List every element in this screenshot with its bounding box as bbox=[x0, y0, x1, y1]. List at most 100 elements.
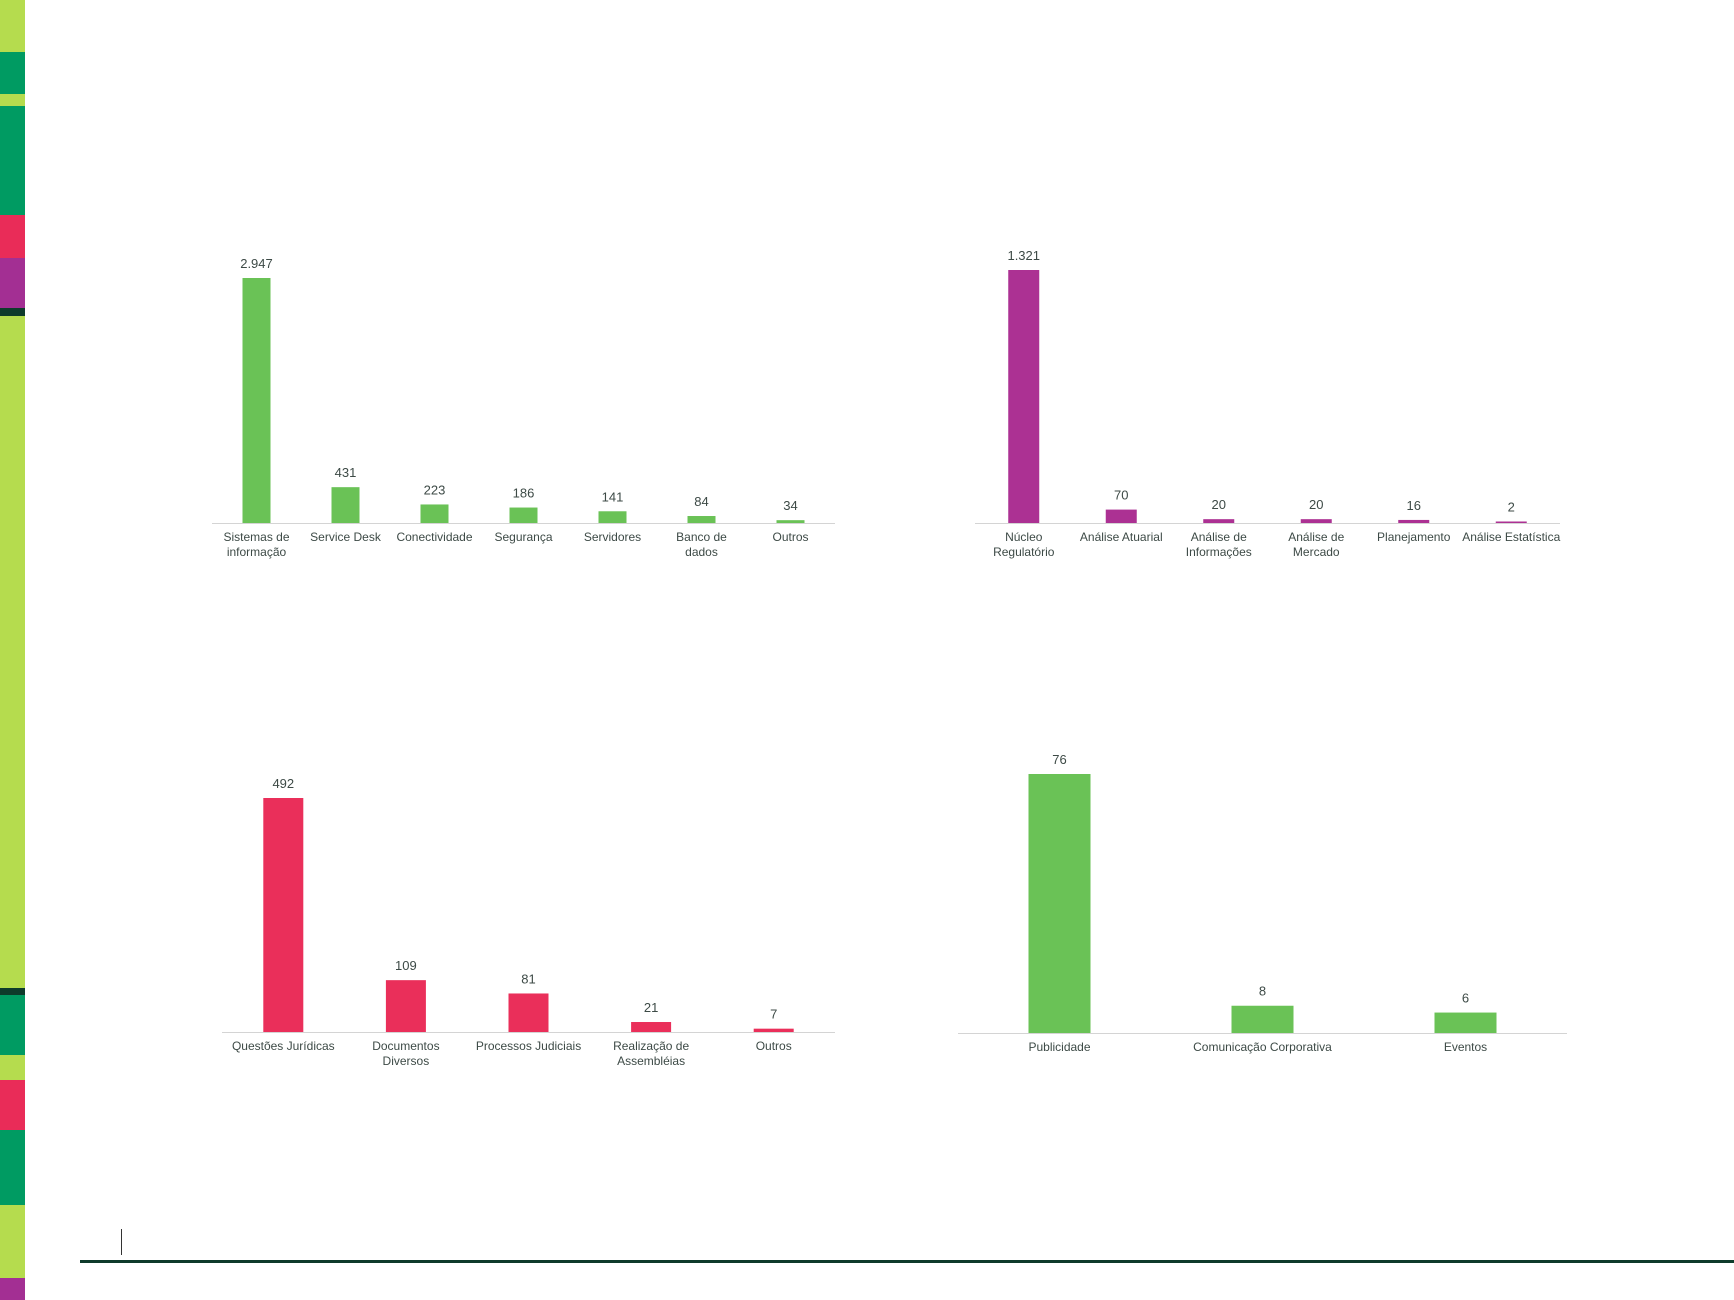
category-label-line: Segurança bbox=[494, 530, 552, 544]
data-label: 223 bbox=[424, 482, 446, 497]
data-label: 492 bbox=[272, 776, 294, 791]
data-label: 16 bbox=[1407, 498, 1421, 513]
sidebar-strip bbox=[0, 1130, 25, 1205]
data-label: 8 bbox=[1259, 984, 1266, 999]
bar bbox=[1495, 521, 1527, 523]
category-label-line: Análise Estatística bbox=[1462, 530, 1560, 544]
category-label-line: Questões Jurídicas bbox=[232, 1039, 335, 1053]
sidebar-strip bbox=[0, 995, 25, 1055]
data-label: 7 bbox=[770, 1007, 777, 1022]
category-label-line: Análise de bbox=[1191, 530, 1247, 544]
category-label: Análise Atuarial bbox=[1080, 530, 1163, 544]
category-label-line: Eventos bbox=[1444, 1040, 1487, 1054]
sidebar-strip bbox=[0, 1080, 25, 1130]
bar bbox=[1434, 1012, 1497, 1033]
chart-sistemas: 2.947 Sistemas de informação 431 Service Des… bbox=[212, 256, 835, 559]
sidebar-strip bbox=[0, 308, 25, 316]
data-label: 76 bbox=[1052, 752, 1066, 767]
data-label: 2.947 bbox=[240, 256, 273, 271]
category-label-line: Assembléias bbox=[617, 1054, 685, 1068]
category-label: Análise Estatística bbox=[1462, 530, 1560, 544]
sidebar-strip bbox=[0, 52, 25, 94]
category-label-line: Service Desk bbox=[310, 530, 382, 544]
category-label: Questões Jurídicas bbox=[232, 1039, 335, 1053]
bar bbox=[631, 1022, 672, 1032]
category-label-line: Servidores bbox=[584, 530, 641, 544]
bar bbox=[420, 504, 449, 523]
category-label: Publicidade bbox=[1028, 1040, 1090, 1054]
bar bbox=[1105, 509, 1137, 523]
category-label-line: dados bbox=[685, 545, 718, 559]
category-label-line: Conectividade bbox=[396, 530, 472, 544]
sidebar-strip bbox=[0, 316, 25, 988]
data-label: 186 bbox=[513, 486, 535, 501]
category-label: Comunicação Corporativa bbox=[1193, 1040, 1332, 1054]
category-label: Realização de Assembléias bbox=[613, 1039, 689, 1068]
category-label: Outros bbox=[756, 1039, 792, 1053]
category-label-line: Outros bbox=[756, 1039, 792, 1053]
data-label: 6 bbox=[1462, 991, 1469, 1006]
data-label: 109 bbox=[395, 958, 417, 973]
category-label: Planejamento bbox=[1377, 530, 1451, 544]
bar bbox=[1028, 774, 1091, 1033]
data-label: 81 bbox=[521, 971, 535, 986]
category-label-line: Mercado bbox=[1293, 545, 1340, 559]
bar bbox=[1203, 519, 1235, 523]
category-label-line: Processos Judiciais bbox=[476, 1039, 581, 1053]
category-label-line: Análise Atuarial bbox=[1080, 530, 1163, 544]
sidebar-strip bbox=[0, 1055, 25, 1080]
category-label-line: Planejamento bbox=[1377, 530, 1451, 544]
sidebar-strip bbox=[0, 106, 25, 215]
bar bbox=[385, 980, 426, 1032]
category-label-line: Núcleo bbox=[1005, 530, 1043, 544]
bar bbox=[687, 516, 716, 523]
text-cursor bbox=[121, 1229, 122, 1255]
data-label: 34 bbox=[783, 498, 797, 513]
data-label: 20 bbox=[1212, 497, 1226, 512]
bar bbox=[1398, 519, 1430, 523]
category-label: Análise de Mercado bbox=[1288, 530, 1344, 559]
bar bbox=[598, 511, 627, 523]
category-label-line: Análise de bbox=[1288, 530, 1344, 544]
category-label-line: Diversos bbox=[383, 1054, 430, 1068]
category-label: Sistemas de informação bbox=[223, 530, 289, 559]
category-label: Processos Judiciais bbox=[476, 1039, 581, 1053]
category-label: Service Desk bbox=[310, 530, 382, 544]
bar bbox=[1300, 519, 1332, 523]
category-label: Servidores bbox=[584, 530, 641, 544]
category-label: Outros bbox=[772, 530, 808, 544]
category-label: Segurança bbox=[494, 530, 552, 544]
category-label-line: Banco de bbox=[676, 530, 727, 544]
category-label: Banco de dados bbox=[676, 530, 727, 559]
chart-nucleo: 1.321 Núcleo Regulatório 70 Análise Atuarial… bbox=[975, 248, 1561, 559]
data-label: 84 bbox=[694, 494, 708, 509]
data-label: 2 bbox=[1508, 500, 1515, 515]
category-label: Análise de Informações bbox=[1186, 530, 1252, 559]
bar bbox=[776, 520, 805, 523]
data-label: 70 bbox=[1114, 488, 1128, 503]
category-label: Documentos Diversos bbox=[372, 1039, 439, 1068]
category-label-line: Outros bbox=[772, 530, 808, 544]
category-label-line: Regulatório bbox=[993, 545, 1055, 559]
category-label-line: Informações bbox=[1186, 545, 1252, 559]
sidebar-strip bbox=[0, 988, 25, 995]
chart-publicidade: 76 Publicidade 8 Comunicação Corporativa 6 Ev… bbox=[958, 752, 1567, 1054]
data-label: 431 bbox=[335, 465, 357, 480]
category-label-line: Realização de bbox=[613, 1039, 689, 1053]
sidebar-strip bbox=[0, 94, 25, 106]
data-label: 141 bbox=[602, 489, 624, 504]
sidebar-strip bbox=[0, 1205, 25, 1278]
data-label: 20 bbox=[1309, 497, 1323, 512]
decorative-sidebar bbox=[0, 0, 25, 1300]
bar bbox=[1231, 1005, 1294, 1033]
category-label: Eventos bbox=[1444, 1040, 1487, 1054]
data-label: 21 bbox=[644, 1000, 658, 1015]
sidebar-strip bbox=[0, 258, 25, 308]
category-label-line: Sistemas de bbox=[223, 530, 289, 544]
category-label-line: Documentos bbox=[372, 1039, 439, 1053]
bar bbox=[508, 993, 549, 1032]
data-label: 1.321 bbox=[1007, 248, 1040, 263]
bar bbox=[331, 487, 360, 523]
bar bbox=[242, 278, 271, 523]
bar bbox=[1008, 270, 1040, 523]
